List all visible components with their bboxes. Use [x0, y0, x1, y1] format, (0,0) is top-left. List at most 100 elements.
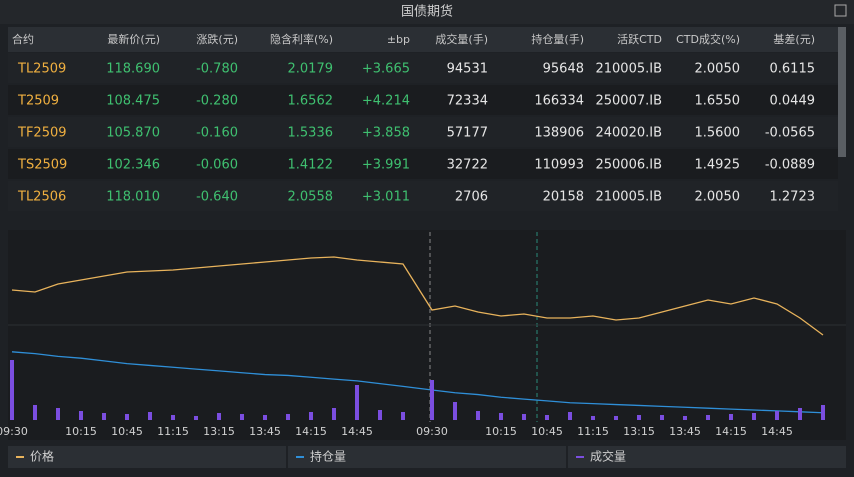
table-cell: 250006.IB [595, 158, 662, 173]
table-cell: 250007.IB [595, 94, 662, 109]
open-interest-line [11, 351, 824, 414]
table-cell: -0.640 [196, 190, 238, 205]
volume-bar [56, 408, 60, 420]
table-cell: -0.780 [196, 62, 238, 77]
column-header: 基差(元) [773, 32, 815, 46]
table-row[interactable] [8, 85, 838, 115]
table-cell: 1.4122 [288, 158, 334, 173]
table-cell: 210005.IB [595, 190, 662, 205]
volume-bar [821, 405, 825, 420]
volume-bar [522, 414, 526, 420]
column-header: 成交量(手) [435, 32, 488, 46]
table-cell: +3.011 [362, 190, 410, 205]
volume-bar [683, 416, 687, 420]
column-header: ±bp [387, 33, 410, 46]
table-cell: -0.280 [196, 94, 238, 109]
volume-bar [171, 415, 175, 420]
table-cell: TF2509 [17, 126, 67, 141]
x-tick-label: 13:45 [669, 425, 701, 438]
scrollbar[interactable] [838, 27, 846, 157]
volume-bar [706, 415, 710, 420]
volume-bar [568, 412, 572, 420]
table-cell: 1.5600 [695, 126, 741, 141]
x-tick-label: 14:45 [761, 425, 793, 438]
table-cell: 210005.IB [595, 62, 662, 77]
legend-label: 价格 [30, 449, 54, 464]
volume-bar [499, 413, 503, 420]
volume-bar [729, 414, 733, 420]
table-header [8, 27, 838, 52]
price-line [11, 256, 824, 336]
table-cell: 2.0558 [288, 190, 334, 205]
table-cell: -0.0889 [765, 158, 815, 173]
table-cell: 118.690 [106, 62, 160, 77]
table-cell: 72334 [447, 94, 488, 109]
x-tick-label: 09:30 [0, 425, 28, 438]
table-cell: +3.991 [362, 158, 410, 173]
volume-bar [476, 411, 480, 420]
x-tick-label: 10:45 [531, 425, 563, 438]
volume-bar [545, 415, 549, 420]
volume-bar [401, 412, 405, 420]
title: 国债期货 [401, 4, 453, 20]
table-cell: 32722 [447, 158, 488, 173]
table-cell: -0.160 [196, 126, 238, 141]
volume-bar [263, 415, 267, 420]
table-cell: 110993 [534, 158, 584, 173]
legend-box[interactable] [8, 446, 286, 468]
volume-bar [79, 411, 83, 420]
table-cell: T2509 [17, 94, 59, 109]
table-cell: 240020.IB [595, 126, 662, 141]
volume-bar [798, 408, 802, 420]
x-tick-label: 10:15 [485, 425, 517, 438]
volume-bar [148, 412, 152, 420]
expand-icon[interactable] [834, 4, 847, 17]
x-tick-label: 11:15 [577, 425, 609, 438]
volume-bar [102, 413, 106, 420]
table-cell: 1.4925 [695, 158, 741, 173]
column-header: 活跃CTD [617, 32, 662, 46]
table-cell: 1.2723 [770, 190, 816, 205]
table-cell: 2706 [455, 190, 488, 205]
table-cell: 166334 [534, 94, 584, 109]
column-header: 合约 [12, 32, 34, 46]
legend-box[interactable] [568, 446, 846, 468]
table-row[interactable] [8, 53, 838, 83]
volume-bar [33, 405, 37, 420]
volume-bar [453, 402, 457, 420]
volume-bar [194, 416, 198, 420]
table-cell: 108.475 [106, 94, 160, 109]
x-tick-label: 13:15 [203, 425, 235, 438]
column-header: 涨跌(元) [196, 32, 238, 46]
volume-bar [240, 414, 244, 420]
column-header: 最新价(元) [107, 32, 160, 46]
volume-bar [10, 360, 14, 420]
volume-bar [660, 415, 664, 420]
table-cell: -0.0565 [765, 126, 815, 141]
legend-box[interactable] [288, 446, 566, 468]
volume-bar [752, 413, 756, 420]
chart-area [8, 230, 846, 440]
table-cell: 94531 [447, 62, 488, 77]
legend-label: 成交量 [590, 449, 626, 464]
volume-bar [125, 414, 129, 420]
x-tick-label: 13:15 [623, 425, 655, 438]
table-cell: 1.6550 [695, 94, 741, 109]
table-cell: TL2506 [17, 190, 66, 205]
table-cell: 105.870 [106, 126, 160, 141]
table-cell: 138906 [534, 126, 584, 141]
title-bar [0, 0, 854, 24]
x-tick-label: 14:45 [341, 425, 373, 438]
table-cell: 0.6115 [770, 62, 816, 77]
table-row[interactable] [8, 181, 838, 211]
table-cell: 57177 [447, 126, 488, 141]
table-row[interactable] [8, 149, 838, 179]
table-row[interactable] [8, 117, 838, 147]
x-tick-label: 10:45 [111, 425, 143, 438]
x-tick-label: 14:15 [715, 425, 747, 438]
table-cell: 2.0050 [695, 62, 741, 77]
table-cell: 1.6562 [288, 94, 334, 109]
x-tick-label: 11:15 [157, 425, 189, 438]
table-cell: +4.214 [362, 94, 410, 109]
